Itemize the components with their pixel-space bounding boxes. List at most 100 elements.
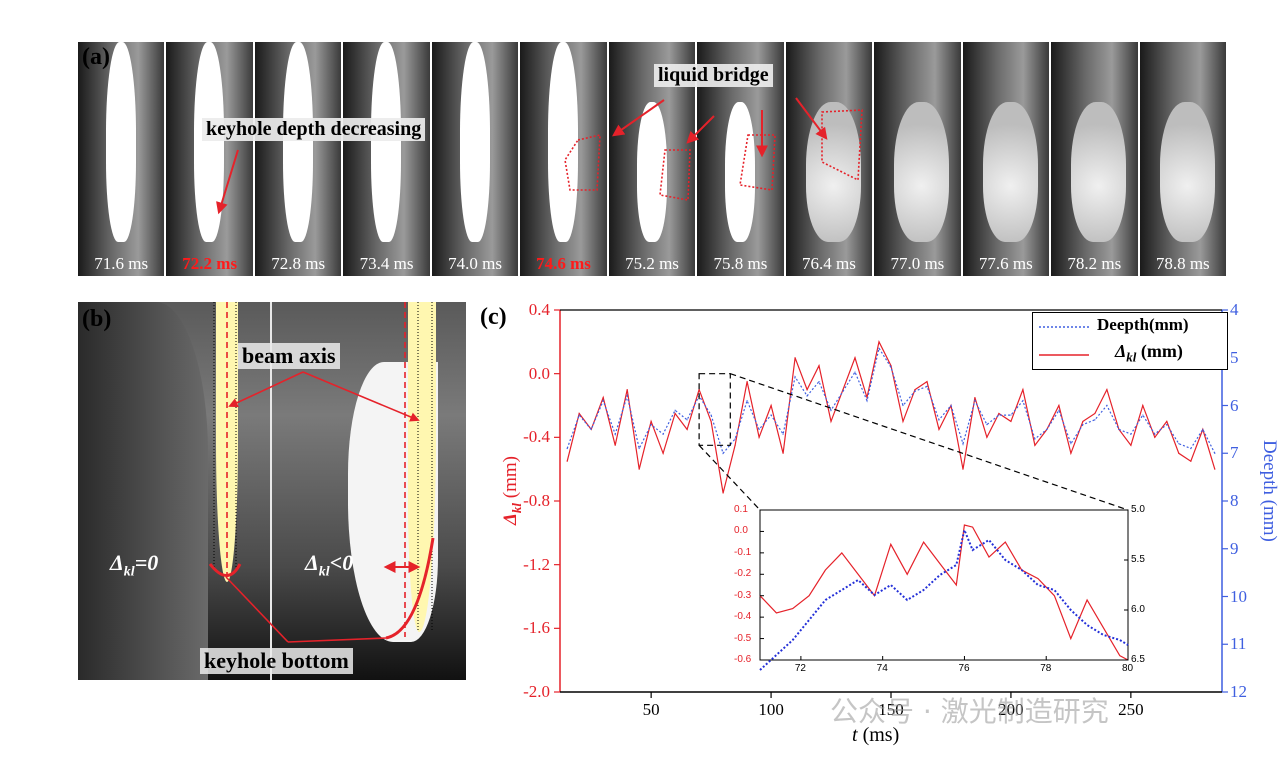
frame-time-label: 72.2 ms [182, 254, 238, 273]
x-tick: 100 [758, 700, 784, 719]
data-point-1-20 [806, 395, 808, 397]
keyhole-shape [459, 42, 490, 242]
y-right-tick: 11 [1230, 634, 1247, 654]
panel-b-label: (b) [82, 306, 112, 332]
data-point-1-1 [578, 414, 580, 416]
frame-9: 77.0 ms [874, 42, 961, 276]
y-left-tick: 0.4 [528, 300, 550, 319]
data-point-1-50 [1166, 424, 1168, 426]
data-point-1-54 [1214, 452, 1216, 454]
data-point-1-28 [902, 404, 904, 407]
data-point-0-24 [854, 357, 856, 359]
data-point-1-25 [866, 400, 868, 402]
x-tick: 200 [998, 700, 1024, 719]
y-right-tick: 7 [1230, 443, 1239, 463]
frame-time-label: 74.0 ms [448, 254, 502, 273]
data-point-0-11 [698, 388, 700, 391]
y-left-tick: 0.0 [528, 363, 550, 383]
data-point-1-47 [1130, 433, 1132, 435]
frame-11: 78.2 ms [1051, 42, 1138, 276]
data-point-0-3 [602, 396, 604, 399]
data-point-1-18 [782, 433, 784, 435]
data-point-1-14 [734, 438, 736, 440]
data-point-1-26 [878, 347, 880, 349]
data-point-1-44 [1094, 419, 1096, 421]
data-point-1-36 [998, 414, 1000, 416]
keyhole-shape [725, 102, 756, 242]
data-point-1-19 [794, 376, 796, 378]
panel-c-label: (c) [480, 304, 507, 330]
keyhole-shape [805, 102, 861, 242]
legend-depth-label: Deepth(mm) [1097, 315, 1189, 334]
inset-y-right-tick: 5.0 [1131, 504, 1145, 515]
keyhole-bottom-left [208, 563, 242, 577]
frame-time-label: 73.4 ms [359, 254, 414, 273]
data-point-0-45 [1106, 388, 1108, 391]
keyhole-shape [371, 42, 402, 242]
data-point-1-24 [854, 371, 856, 373]
data-point-1-9 [674, 409, 676, 411]
inset-x-tick: 74 [876, 663, 888, 674]
y-left-tick: -1.2 [523, 554, 550, 574]
legend-delta-label: Δkl (mm) [1115, 341, 1183, 365]
frame-10: 77.6 ms [962, 42, 1050, 276]
inset-y-left-tick: -0.6 [734, 654, 752, 665]
label-delta-negative: Δkl<0 [305, 550, 354, 580]
arrow-bridge-2 [686, 115, 715, 144]
data-point-1-35 [986, 424, 988, 426]
zoom-guide-2 [730, 373, 1129, 511]
frame-3: 73.4 ms [343, 42, 430, 276]
frame-12: 78.8 ms [1139, 42, 1226, 276]
data-point-0-36 [998, 412, 1000, 415]
y-right-tick: 9 [1230, 538, 1239, 558]
arrow-bridge-1 [612, 99, 665, 137]
frame-time-label: 77.6 ms [978, 254, 1033, 273]
data-point-0-4 [614, 444, 616, 446]
frame-2: 72.8 ms [254, 42, 342, 276]
inset-x-tick: 76 [958, 663, 970, 674]
data-point-0-43 [1082, 420, 1084, 423]
data-point-0-30 [926, 381, 928, 383]
data-point-0-15 [746, 381, 748, 383]
bridge-outline-2 [659, 149, 691, 201]
data-point-1-53 [1202, 428, 1204, 430]
y-right-tick: 5 [1230, 347, 1239, 367]
y-left-tick: -0.4 [523, 427, 550, 447]
frame-5: 74.6 ms [520, 42, 607, 276]
frame-time-label: 74.6 ms [536, 254, 591, 273]
data-point-0-22 [830, 420, 832, 423]
arrow-bridge-4 [795, 97, 828, 140]
inset-y-right-tick: 6.0 [1131, 604, 1145, 615]
keyhole-shape [1071, 102, 1127, 242]
data-point-0-7 [650, 420, 652, 423]
keyhole-shape [1159, 102, 1215, 242]
y-left-tick: -1.6 [523, 618, 550, 638]
data-point-0-50 [1166, 420, 1168, 423]
label-keyhole-bottom: keyhole bottom [200, 648, 353, 674]
frame-time-label: 78.2 ms [1067, 254, 1122, 273]
frame-4: 74.0 ms [431, 42, 519, 276]
data-point-1-52 [1190, 447, 1192, 450]
inset-y-left-tick: -0.4 [734, 611, 752, 623]
data-point-0-49 [1154, 436, 1156, 438]
data-point-1-8 [662, 433, 664, 435]
data-point-1-7 [650, 424, 652, 426]
data-point-0-18 [782, 452, 784, 454]
inset-y-left-tick: -0.5 [734, 632, 752, 644]
data-point-0-13 [722, 492, 724, 494]
zoom-guide-1 [698, 444, 761, 511]
inset-y-left-tick: 0.0 [734, 525, 748, 537]
frame-time-label: 75.8 ms [713, 254, 768, 273]
data-point-1-15 [746, 400, 748, 402]
x-tick: 50 [642, 700, 660, 719]
inset-y-left-tick: -0.3 [734, 589, 752, 601]
data-point-1-38 [1022, 400, 1024, 402]
data-point-1-46 [1118, 428, 1120, 430]
data-point-1-10 [686, 419, 688, 421]
inset-y-left-tick: -0.1 [734, 546, 752, 558]
data-point-0-14 [734, 444, 736, 446]
data-point-1-40 [1046, 428, 1048, 430]
x-title: t (ms) [852, 724, 900, 746]
data-point-0-8 [662, 452, 664, 454]
watermark: 公众号 · 激光制造研究 [830, 695, 1109, 728]
